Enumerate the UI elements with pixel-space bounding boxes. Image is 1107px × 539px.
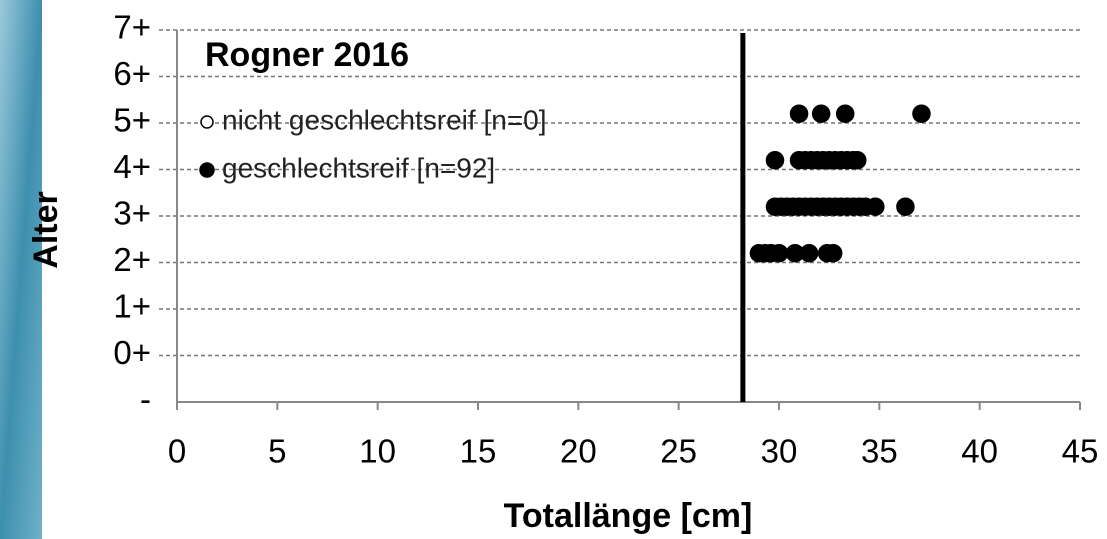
x-tick-label: 30: [761, 433, 798, 470]
data-point: [791, 105, 808, 122]
data-point: [849, 152, 866, 169]
x-axis-title: Totallänge [cm]: [504, 497, 753, 535]
x-tick-label: 10: [359, 433, 396, 470]
x-tick-label: 35: [861, 433, 898, 470]
y-tick-label: 1+: [113, 288, 151, 325]
data-point: [867, 198, 884, 215]
y-tick-label: 4+: [113, 148, 151, 185]
y-tick-label: 2+: [113, 241, 151, 278]
x-tick-label: 25: [660, 433, 697, 470]
y-tick-label: 5+: [113, 102, 151, 139]
data-point: [766, 152, 783, 169]
y-tick-label: -: [140, 381, 151, 418]
y-tick-label: 6+: [113, 55, 151, 92]
legend-marker: [201, 116, 213, 128]
y-tick-label: 0+: [113, 334, 151, 371]
chart-title: Rogner 2016: [205, 36, 409, 74]
y-tick-label: 3+: [113, 195, 151, 232]
chart: Rogner 2016 Totallänge [cm] Alter - 0+ 1+ 2…: [0, 0, 1107, 539]
data-point: [913, 105, 930, 122]
legend-label: geschlechtsreif [n=92]: [222, 152, 495, 183]
legend-label: nicht geschlechtsreif [n=0]: [222, 104, 547, 135]
x-tick-label: 45: [1062, 433, 1099, 470]
data-point: [771, 245, 788, 262]
x-tick-label: 5: [268, 433, 286, 470]
data-point: [897, 198, 914, 215]
y-axis-title: Alter: [27, 191, 65, 268]
data-point: [801, 245, 818, 262]
legend-marker: [200, 163, 214, 177]
x-tick-label: 0: [168, 433, 186, 470]
x-tick-label: 40: [961, 433, 998, 470]
x-tick-label: 20: [560, 433, 597, 470]
data-point: [837, 105, 854, 122]
x-tick-label: 15: [460, 433, 497, 470]
data-point: [813, 105, 830, 122]
y-tick-label: 7+: [113, 9, 151, 46]
data-point: [825, 245, 842, 262]
